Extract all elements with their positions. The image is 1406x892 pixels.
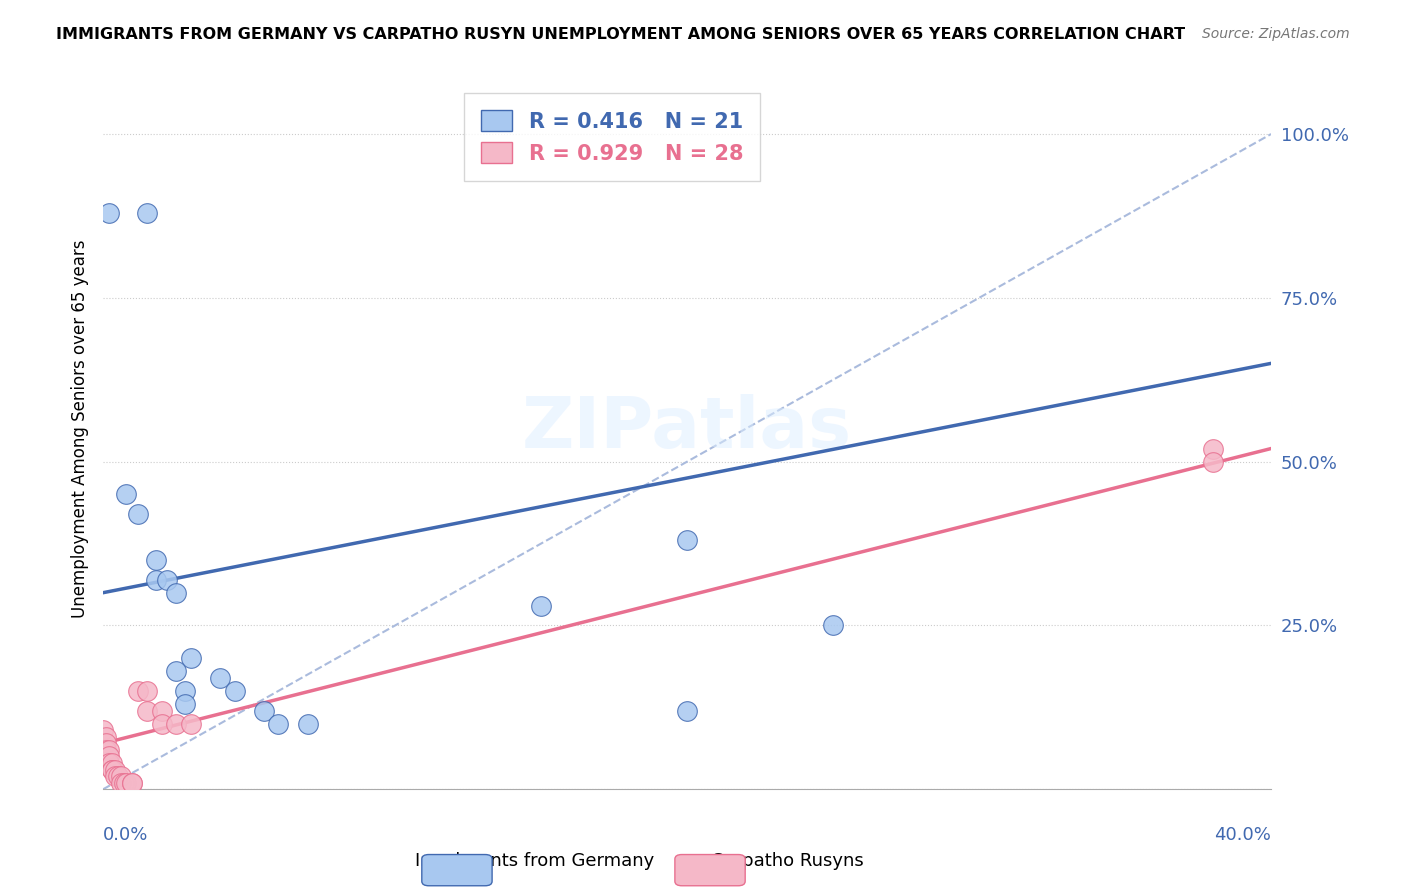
Point [94,743,117,757]
Point [676,704,699,718]
Point [136,205,159,219]
Point [98,756,121,770]
Text: Immigrants from Germany: Immigrants from Germany [415,852,654,870]
Point [165,585,187,599]
Point [530,599,553,613]
Point [104,769,127,783]
Point [98,749,121,764]
Y-axis label: Unemployment Among Seniors over 65 years: Unemployment Among Seniors over 65 years [72,240,89,618]
Text: ZIPatlas: ZIPatlas [522,394,852,463]
Point [115,775,138,789]
Text: 0.0%: 0.0% [103,826,149,844]
Point [150,716,173,731]
Point [104,763,127,777]
Point [1202,455,1225,469]
Point [110,769,132,783]
Point [823,618,845,632]
Point [110,775,132,789]
Point [121,775,143,789]
Point [145,553,167,567]
Point [127,507,149,521]
Point [156,573,179,587]
Point [101,763,124,777]
Text: Carpatho Rusyns: Carpatho Rusyns [711,852,863,870]
Point [165,665,187,679]
Point [101,756,124,770]
Point [1202,442,1225,456]
Point [91,723,114,738]
Point [180,651,202,665]
Point [267,716,290,731]
Legend: R = 0.416   N = 21, R = 0.929   N = 28: R = 0.416 N = 21, R = 0.929 N = 28 [464,94,759,180]
Point [98,743,121,757]
Point [145,573,167,587]
Point [180,716,202,731]
Text: 40.0%: 40.0% [1215,826,1271,844]
Point [94,736,117,750]
Point [297,716,319,731]
Point [107,769,129,783]
Point [136,684,159,698]
Point [676,533,699,548]
Point [150,704,173,718]
Point [173,697,195,711]
Point [112,775,135,789]
Point [253,704,276,718]
Point [136,704,159,718]
Point [94,730,117,744]
Point [127,684,149,698]
Text: Source: ZipAtlas.com: Source: ZipAtlas.com [1202,27,1350,41]
Point [224,684,246,698]
Point [115,487,138,501]
Point [98,205,121,219]
Point [121,775,143,789]
Point [165,716,187,731]
Point [101,763,124,777]
Point [208,671,231,685]
Text: IMMIGRANTS FROM GERMANY VS CARPATHO RUSYN UNEMPLOYMENT AMONG SENIORS OVER 65 YEA: IMMIGRANTS FROM GERMANY VS CARPATHO RUSY… [56,27,1185,42]
Point [173,684,195,698]
